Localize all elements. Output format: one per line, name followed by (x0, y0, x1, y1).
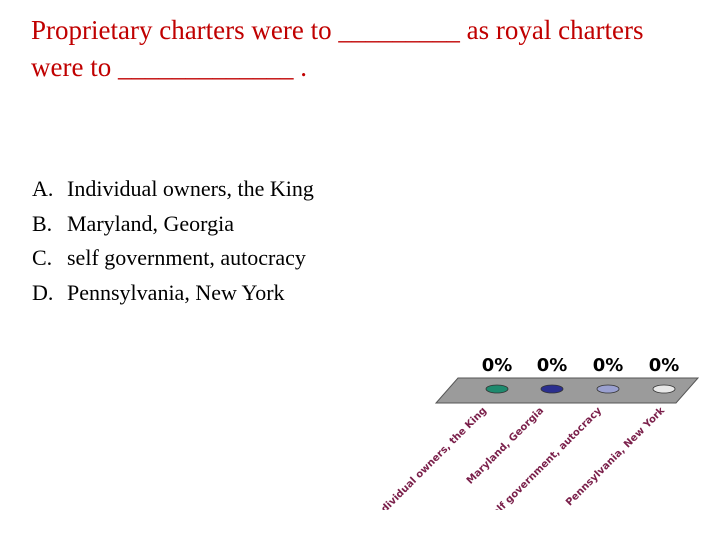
bar-value-label: 0% (649, 355, 680, 376)
answer-letter: A. (32, 176, 54, 202)
answer-text: Pennsylvania, New York (67, 279, 285, 305)
category-label: Individual owners, the King (380, 405, 489, 510)
question-line-1: Proprietary charters were to _________ a… (31, 15, 644, 45)
answer-option-a[interactable]: A. Individual owners, the King (32, 172, 314, 207)
answer-text: Individual owners, the King (67, 176, 314, 202)
answer-list: A. Individual owners, the King B. Maryla… (32, 172, 314, 310)
bar-top (485, 384, 509, 394)
answer-letter: B. (32, 210, 53, 236)
answer-option-d[interactable]: D. Pennsylvania, New York (32, 276, 314, 311)
response-chart-svg: 0% 0% 0% 0% Individual owners, the KingMary… (372, 355, 700, 523)
answer-text: Maryland, Georgia (67, 210, 234, 236)
bar-value-label: 0% (537, 355, 568, 376)
answer-option-b[interactable]: B. Maryland, Georgia (32, 207, 314, 242)
category-label: Pennsylvania, New York (564, 405, 667, 508)
bar-top (596, 384, 620, 394)
bar-value-label: 0% (482, 355, 513, 376)
response-chart: 0% 0% 0% 0% Individual owners, the King Mary… (372, 345, 700, 523)
answer-letter: C. (32, 245, 53, 271)
bar-value-label: 0% (593, 355, 624, 376)
category-label: self government, autocracy (487, 405, 605, 510)
bar-top (652, 384, 676, 394)
bar-top (540, 384, 564, 394)
answer-letter: D. (32, 279, 54, 305)
answer-option-c[interactable]: C. self government, autocracy (32, 241, 314, 276)
question-line-2: were to _____________ . (31, 52, 307, 82)
chart-base-platform (434, 377, 700, 404)
answer-text: self government, autocracy (67, 245, 306, 271)
question-text: Proprietary charters were to _________ a… (31, 12, 691, 86)
